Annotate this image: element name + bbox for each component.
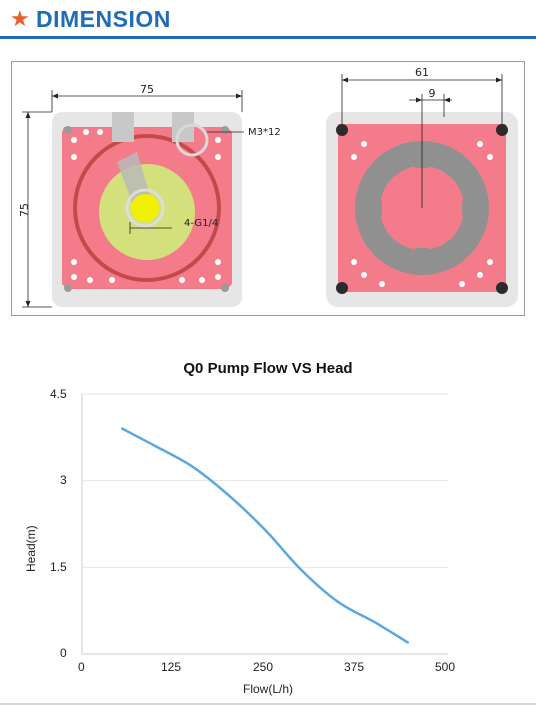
back-width-dimension: 61 xyxy=(415,66,429,79)
bottom-divider xyxy=(0,703,536,705)
front-view-seal-ring xyxy=(73,134,221,282)
x-axis-label: Flow(L/h) xyxy=(242,682,293,696)
gridlines xyxy=(82,393,448,568)
y-tick-label: 4.5 xyxy=(50,387,67,401)
port-spec-label: 4-G1/4 xyxy=(184,218,218,229)
series-line xyxy=(121,427,409,644)
back-dimension-arrows xyxy=(342,77,502,103)
y-tick-label: 1.5 xyxy=(50,560,67,574)
screw-callout-circle xyxy=(175,123,209,157)
back-inner-dimension: 9 xyxy=(429,87,436,100)
center-port-ring xyxy=(125,188,165,228)
center-port xyxy=(131,194,159,222)
flow-head-chart: Q0 Pump Flow VS Head Head(m) Flow(L/h) 4… xyxy=(0,350,536,705)
section-header: ★ DIMENSION xyxy=(0,0,536,40)
back-view-corner-bolts xyxy=(336,124,508,294)
front-view-bolt-holes xyxy=(71,129,221,283)
front-height-dimension: 75 xyxy=(18,203,31,217)
header-rule xyxy=(0,36,536,39)
x-tick-label: 0 xyxy=(78,660,85,674)
chart-title: Q0 Pump Flow VS Head xyxy=(183,360,353,377)
x-tick-label: 125 xyxy=(161,660,182,674)
front-width-dimension: 75 xyxy=(140,83,154,96)
x-tick-label: 500 xyxy=(435,660,456,674)
screw-spec-label: M3*12 xyxy=(248,127,281,138)
x-tick-label: 375 xyxy=(344,660,365,674)
front-dimension-arrows xyxy=(25,93,242,307)
x-tick-label: 250 xyxy=(253,660,274,674)
dimension-drawing: 75 75 M3*12 4-G1/4 xyxy=(18,66,518,308)
back-view: 61 9 xyxy=(326,66,518,307)
dimension-drawing-frame: 75 75 M3*12 4-G1/4 xyxy=(11,61,525,316)
front-view: 75 75 M3*12 4-G1/4 xyxy=(18,83,281,308)
y-tick-label: 3 xyxy=(60,473,67,487)
inlet-thread xyxy=(112,112,134,142)
plot-area xyxy=(81,393,448,655)
y-tick-label: 0 xyxy=(60,646,67,660)
back-view-bolt-holes xyxy=(351,141,493,287)
section-title: DIMENSION xyxy=(36,6,171,32)
front-dimension-lines xyxy=(22,90,244,308)
star-icon: ★ xyxy=(10,6,30,31)
